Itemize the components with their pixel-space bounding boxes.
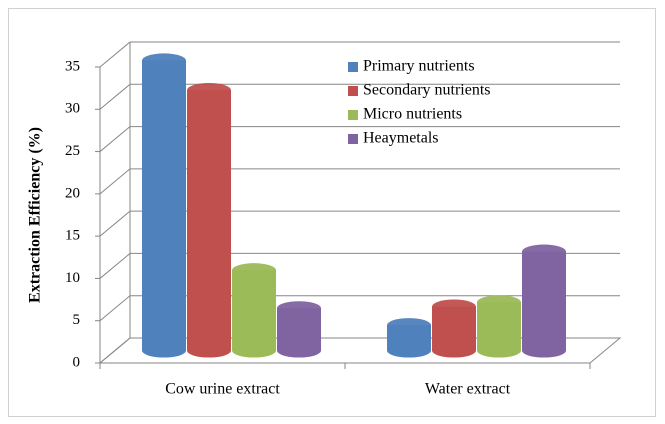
cylinder-top [142,53,186,68]
x-tick-label: Cow urine extract [165,381,280,398]
grid-line-side [99,295,131,322]
y-axis-label: Extraction Efficiency (%) [27,127,44,303]
cylinder-top [522,244,566,259]
cylinder-top [232,263,276,278]
legend-label: Primary nutrients [363,58,475,75]
cylinder-body [187,90,231,358]
y-tick-label: 10 [65,270,80,286]
legend-swatch [348,110,358,120]
cylinder-top [387,318,431,333]
grid-line-side [99,41,131,68]
cylinder [142,53,187,358]
legend-label: Secondary nutrients [363,82,491,99]
grid-line-side [99,253,131,279]
y-tick-label: 0 [73,354,81,370]
cylinder-body [277,308,321,358]
grid-line-side [99,126,131,152]
grid-line-side [99,168,131,195]
cylinder-body [522,251,566,358]
y-tick-label: 5 [73,312,81,328]
cylinder-body [387,325,431,358]
cylinder-top [277,301,321,316]
cylinder-body [232,270,276,358]
legend-swatch [348,134,358,144]
cylinder-top [432,299,476,314]
legend-swatch [348,86,358,96]
cylinder-body [432,306,476,358]
x-tick-label: Water extract [425,381,511,398]
y-tick-label: 15 [65,228,80,244]
cylinder [277,301,321,358]
y-tick-label: 35 [65,58,80,74]
cylinder [232,263,276,358]
cylinder-top [187,83,231,98]
y-tick-label: 25 [65,143,80,159]
grid-line-side [99,337,131,364]
cylinder [187,83,231,358]
y-tick-label: 30 [65,101,80,117]
cylinder-body [477,302,521,358]
cylinder [387,318,431,358]
y-tick-label: 20 [65,185,80,201]
cylinder [432,299,476,358]
cylinder [522,244,566,358]
cylinder [477,295,521,358]
grid-line-side [99,83,131,110]
cylinder-body [142,60,187,358]
grid-line-side [99,210,131,237]
legend-label: Heaymetals [363,130,439,147]
legend-label: Micro nutrients [363,106,462,123]
legend-swatch [348,62,358,72]
cylinder-top [477,295,521,310]
